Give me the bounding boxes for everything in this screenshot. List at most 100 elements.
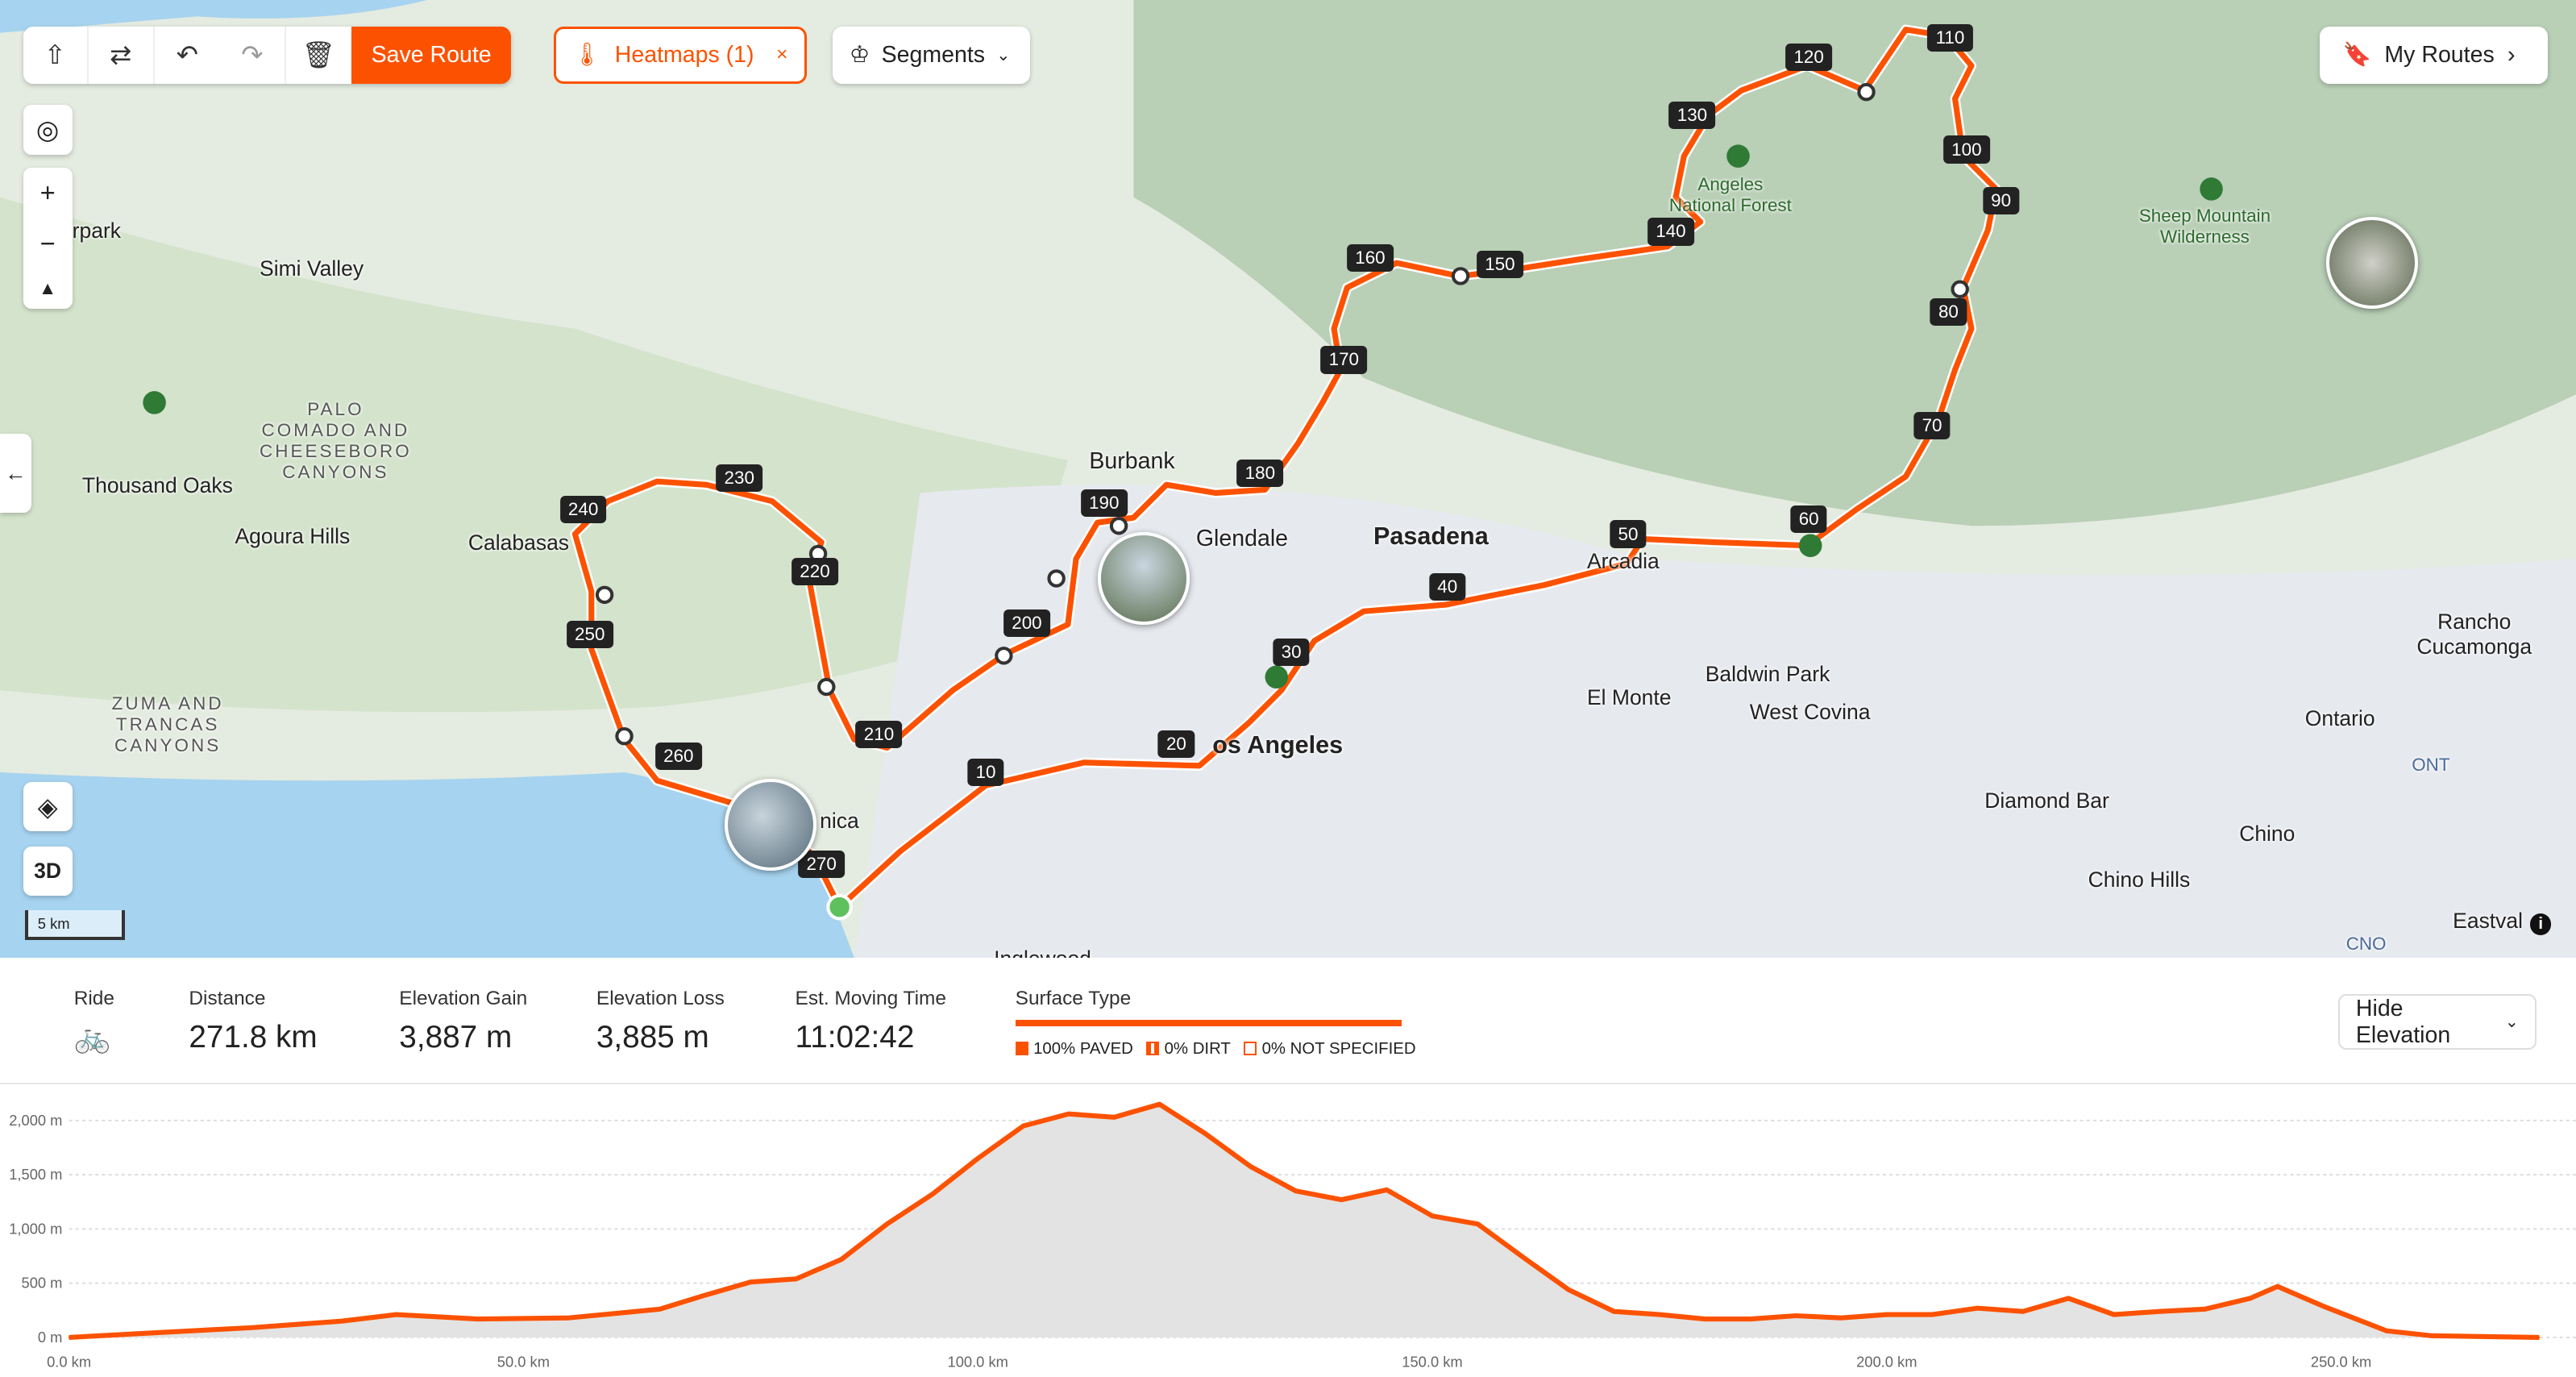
photo-marker[interactable] xyxy=(1097,532,1190,625)
y-tick-label: 2,000 m xyxy=(9,1112,62,1129)
waypoint-marker[interactable] xyxy=(615,726,634,746)
photo-marker[interactable] xyxy=(724,779,817,872)
x-tick-label: 150.0 km xyxy=(1402,1354,1462,1371)
crown-icon: ♔ xyxy=(849,42,870,69)
locate-button[interactable]: ◎ xyxy=(23,105,73,155)
elevation-point xyxy=(1749,1318,1751,1321)
distance-marker: 90 xyxy=(1982,186,2020,214)
place-label: Calabasas xyxy=(467,530,570,555)
distance-marker: 20 xyxy=(1157,730,1195,759)
mountains xyxy=(1133,0,2576,526)
elevation-area xyxy=(69,1104,2540,1338)
elevation-point xyxy=(2204,1308,2206,1311)
legend-not-specified: 0% NOT SPECIFIED xyxy=(1244,1040,1416,1059)
elevation-point xyxy=(1067,1113,1070,1116)
waypoint-marker[interactable] xyxy=(1857,82,1876,102)
elevation-point xyxy=(659,1308,661,1311)
elevation-point xyxy=(2158,1310,2161,1313)
elevation-point xyxy=(795,1278,797,1280)
waypoint-marker[interactable] xyxy=(1047,569,1066,588)
map[interactable]: Simi Valley Thousand Oaks Agoura Hills Cala… xyxy=(0,0,2576,959)
stat-moving-time: Est. Moving Time 11:02:42 xyxy=(796,988,946,1055)
elevation-point xyxy=(1113,1117,1116,1119)
stat-distance: Distance 271.8 km xyxy=(189,988,317,1055)
place-label: Simi Valley xyxy=(260,256,364,281)
waypoint-marker[interactable] xyxy=(595,585,614,605)
collapse-sidebar-button[interactable]: ← xyxy=(0,434,31,513)
distance-marker: 150 xyxy=(1477,251,1523,279)
distance-marker: 130 xyxy=(1668,101,1716,129)
3d-toggle[interactable]: 3D xyxy=(23,846,73,896)
distance-marker: 120 xyxy=(1785,44,1833,72)
upload-button[interactable]: ⇧ xyxy=(23,26,89,84)
distance-marker: 190 xyxy=(1080,489,1128,517)
place-label: rpark xyxy=(72,218,122,243)
place-label: Eastval xyxy=(2453,909,2524,934)
y-tick-label: 1,000 m xyxy=(9,1221,62,1238)
elevation-point xyxy=(931,1193,933,1196)
waypoint-marker[interactable] xyxy=(1451,267,1470,285)
elevation-chart[interactable]: 0 m 500 m 1,000 m 1,500 m 2,000 m 0.0 km 50.0 … xyxy=(0,1084,2576,1377)
elevation-point xyxy=(2538,1337,2541,1339)
place-label: Burbank xyxy=(1089,448,1175,475)
chevron-down-icon: ⌄ xyxy=(2504,1013,2519,1032)
elevation-point xyxy=(2249,1297,2251,1300)
waypoint-marker[interactable] xyxy=(1951,280,1969,298)
zoom-out-button[interactable]: − xyxy=(39,227,56,258)
reverse-route-button[interactable]: ⇄ xyxy=(89,26,155,84)
upload-icon: ⇧ xyxy=(44,40,66,70)
stat-elevation-gain: Elevation Gain 3,887 m xyxy=(399,988,527,1055)
legend-dirt: 0% DIRT xyxy=(1146,1040,1231,1059)
delete-button[interactable]: 🗑 xyxy=(286,27,352,84)
close-icon[interactable]: × xyxy=(776,44,788,66)
ocean xyxy=(0,772,854,959)
zoom-in-button[interactable]: + xyxy=(39,177,56,208)
save-route-button[interactable]: Save Route xyxy=(351,26,512,84)
loss-label: Elevation Loss xyxy=(596,988,725,1010)
layers-button[interactable]: ◈ xyxy=(23,782,73,832)
elevation-point xyxy=(68,1337,70,1339)
place-label: Thousand Oaks xyxy=(81,473,233,498)
distance-marker: 50 xyxy=(1610,520,1647,548)
segments-dropdown[interactable]: ♔ Segments ⌄ xyxy=(833,26,1030,84)
place-label: os Angeles xyxy=(1212,731,1344,759)
place-label: CNO xyxy=(2345,933,2387,954)
photo-marker[interactable] xyxy=(2326,217,2419,310)
distance-label: Distance xyxy=(189,988,266,1010)
info-icon[interactable]: i xyxy=(2529,913,2552,935)
scale-bar: 5 km xyxy=(24,910,125,940)
waypoint-marker[interactable] xyxy=(995,647,1013,665)
surface-bar xyxy=(1015,1020,1402,1027)
compass-icon[interactable]: ▲ xyxy=(39,277,57,298)
place-label: Glendale xyxy=(1195,526,1289,552)
reverse-icon: ⇄ xyxy=(110,40,132,70)
tree-icon xyxy=(1265,665,1289,689)
waypoint-marker[interactable] xyxy=(1109,517,1128,535)
stat-surface-type: Surface Type 100% PAVED 0% DIRT 0% NOT S… xyxy=(1015,988,1416,1059)
undo-button[interactable]: ↶ xyxy=(155,27,221,84)
redo-button[interactable]: ↷ xyxy=(220,26,286,84)
elevation-point xyxy=(1795,1315,1797,1317)
elevation-point xyxy=(1840,1317,1843,1319)
zoom-controls: + − ▲ xyxy=(23,167,73,310)
layers-icon: ◈ xyxy=(37,791,58,822)
distance-marker: 160 xyxy=(1347,243,1394,272)
tree-icon xyxy=(1798,534,1822,557)
heatmaps-button[interactable]: 🌡 Heatmaps (1) × xyxy=(553,26,807,84)
elevation-point xyxy=(1885,1313,1888,1316)
distance-marker: 170 xyxy=(1320,346,1368,374)
waypoint-marker[interactable] xyxy=(817,677,836,697)
gain-value: 3,887 m xyxy=(399,1020,513,1055)
bookmark-icon: 🔖 xyxy=(2342,42,2372,69)
place-label: Diamond Bar xyxy=(1984,788,2109,813)
elevation-point xyxy=(1658,1313,1660,1316)
hide-elevation-button[interactable]: Hide Elevation ⌄ xyxy=(2337,994,2537,1050)
my-routes-button[interactable]: 🔖 My Routes › xyxy=(2320,26,2549,84)
trash-icon: 🗑 xyxy=(301,40,336,70)
elevation-point xyxy=(1613,1310,1615,1313)
elevation-point xyxy=(2113,1313,2115,1316)
place-label: Ontario xyxy=(2304,706,2375,731)
distance-marker: 200 xyxy=(1003,609,1050,637)
tree-icon xyxy=(2200,177,2223,201)
start-marker[interactable] xyxy=(826,893,853,921)
